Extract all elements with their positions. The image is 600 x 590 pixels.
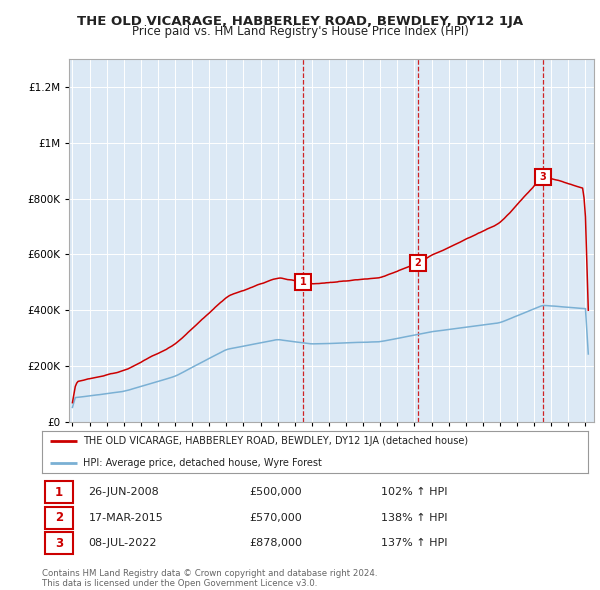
Text: £878,000: £878,000 bbox=[250, 538, 302, 548]
Text: 2: 2 bbox=[55, 511, 63, 525]
Text: 1: 1 bbox=[55, 486, 63, 499]
Text: 137% ↑ HPI: 137% ↑ HPI bbox=[380, 538, 447, 548]
Text: 1: 1 bbox=[300, 277, 307, 287]
Text: 17-MAR-2015: 17-MAR-2015 bbox=[88, 513, 163, 523]
FancyBboxPatch shape bbox=[45, 532, 73, 555]
FancyBboxPatch shape bbox=[45, 507, 73, 529]
FancyBboxPatch shape bbox=[45, 481, 73, 503]
Text: 2: 2 bbox=[415, 258, 421, 268]
Text: 3: 3 bbox=[539, 172, 547, 182]
Text: 26-JUN-2008: 26-JUN-2008 bbox=[88, 487, 159, 497]
Text: 08-JUL-2022: 08-JUL-2022 bbox=[88, 538, 157, 548]
Text: £500,000: £500,000 bbox=[250, 487, 302, 497]
Text: 102% ↑ HPI: 102% ↑ HPI bbox=[380, 487, 447, 497]
Text: Price paid vs. HM Land Registry's House Price Index (HPI): Price paid vs. HM Land Registry's House … bbox=[131, 25, 469, 38]
Text: Contains HM Land Registry data © Crown copyright and database right 2024.
This d: Contains HM Land Registry data © Crown c… bbox=[42, 569, 377, 588]
Text: HPI: Average price, detached house, Wyre Forest: HPI: Average price, detached house, Wyre… bbox=[83, 458, 322, 467]
Text: 138% ↑ HPI: 138% ↑ HPI bbox=[380, 513, 447, 523]
Text: 3: 3 bbox=[55, 537, 63, 550]
Text: THE OLD VICARAGE, HABBERLEY ROAD, BEWDLEY, DY12 1JA (detached house): THE OLD VICARAGE, HABBERLEY ROAD, BEWDLE… bbox=[83, 437, 468, 446]
Text: THE OLD VICARAGE, HABBERLEY ROAD, BEWDLEY, DY12 1JA: THE OLD VICARAGE, HABBERLEY ROAD, BEWDLE… bbox=[77, 15, 523, 28]
Text: £570,000: £570,000 bbox=[250, 513, 302, 523]
